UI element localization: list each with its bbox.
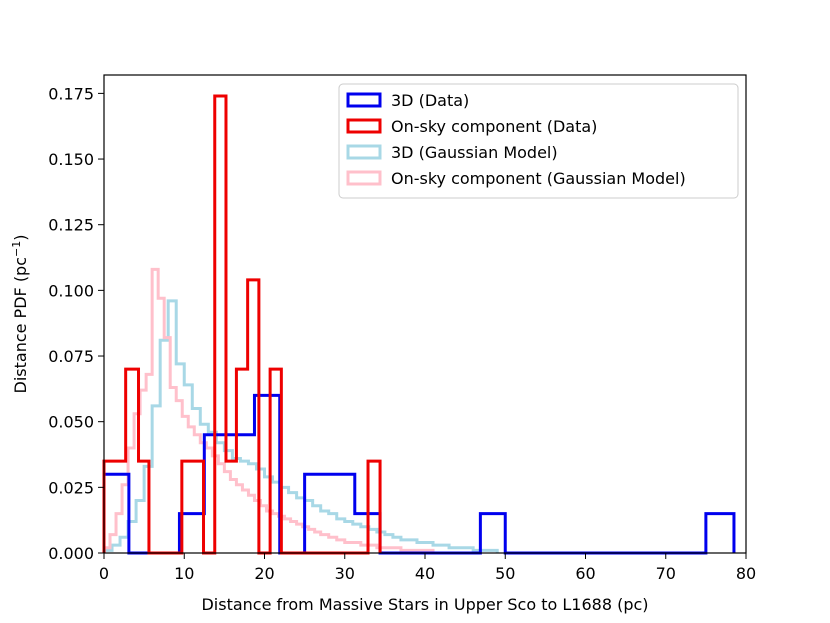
legend: 3D (Data) On-sky component (Data) 3D (Gaus… <box>338 83 739 199</box>
legend-label: 3D (Data) <box>391 91 469 110</box>
x-tick-label: 50 <box>495 564 515 583</box>
x-tick-label: 40 <box>415 564 435 583</box>
series-on-sky-component-data <box>102 94 382 555</box>
x-tick-label: 0 <box>99 564 109 583</box>
legend-box <box>338 83 739 199</box>
x-axis-title: Distance from Massive Stars in Upper Sco… <box>201 595 648 614</box>
legend-swatch <box>346 118 382 134</box>
y-axis-title-sup: −1 <box>10 241 23 257</box>
x-tick-label: 60 <box>575 564 595 583</box>
y-tick-label: 0.025 <box>48 478 94 497</box>
legend-label: 3D (Gaussian Model) <box>391 143 558 162</box>
ticks-layer: 0 10 20 30 40 50 60 70 80 0.000 0.025 0.050 0.075 0.1… <box>48 84 756 583</box>
x-tick-label: 30 <box>335 564 355 583</box>
y-axis-title-close: ) <box>11 235 30 241</box>
legend-swatch <box>346 170 382 186</box>
y-tick-label: 0.100 <box>48 281 94 300</box>
x-tick-label: 10 <box>174 564 194 583</box>
series-on-sky-component-gaussian-model <box>102 267 442 555</box>
y-axis-title-main: Distance PDF (pc <box>11 257 30 394</box>
x-tick-label: 20 <box>254 564 274 583</box>
legend-label: On-sky component (Data) <box>391 117 597 136</box>
y-tick-label: 0.125 <box>48 216 94 235</box>
y-axis-title: Distance PDF (pc−1) <box>10 235 30 394</box>
x-tick-label: 70 <box>656 564 676 583</box>
y-tick-label: 0.150 <box>48 150 94 169</box>
legend-swatch <box>346 144 382 160</box>
y-tick-label: 0.050 <box>48 413 94 432</box>
x-tick-label: 80 <box>736 564 756 583</box>
y-tick-label: 0.175 <box>48 84 94 103</box>
y-tick-label: 0.000 <box>48 544 94 563</box>
series-3d-gaussian-model <box>102 299 499 553</box>
legend-label: On-sky component (Gaussian Model) <box>391 169 686 188</box>
legend-swatch <box>346 92 382 108</box>
y-tick-label: 0.075 <box>48 347 94 366</box>
